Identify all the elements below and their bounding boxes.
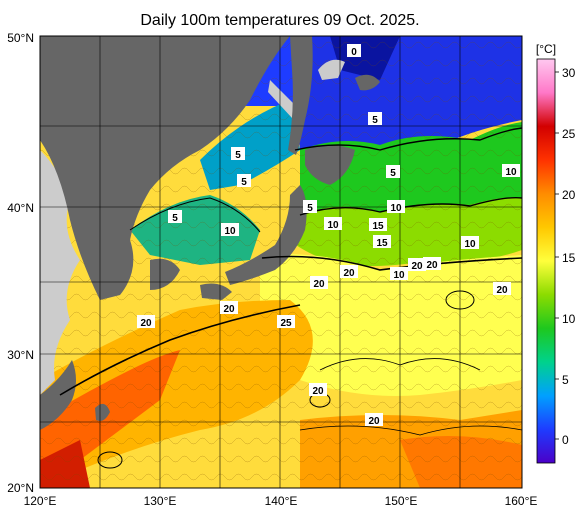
contour-label: 10 (327, 220, 339, 231)
eddy-contour-3 (97, 451, 123, 469)
contour-label: 10 (390, 203, 402, 214)
contour-label: 20 (411, 261, 423, 272)
taiwan-strait-land (40, 360, 76, 430)
lat-tick-label: 20°N (7, 481, 34, 495)
isotherm-25 (59, 304, 301, 396)
contour-label: 5 (390, 168, 396, 179)
taiwan-island-land (95, 403, 110, 421)
contour-label: 5 (172, 213, 178, 224)
colorbar-scale (536, 58, 556, 464)
contour-label: 20 (140, 318, 152, 329)
hokkaido-land (305, 145, 355, 185)
map-frame (39, 35, 523, 489)
map-area (40, 36, 522, 488)
isotherm-20 (261, 255, 522, 271)
contour-label: 10 (224, 226, 236, 237)
contour-label: 10 (505, 167, 517, 178)
contour-label: 20 (426, 260, 438, 271)
china-coast-land (40, 150, 80, 395)
lon-tick-label: 140°E (265, 494, 298, 508)
asia-mainland-land (40, 36, 290, 300)
colorbar: [°C] 0 5 10 15 20 25 30 (536, 42, 576, 464)
lon-tick-label: 130°E (144, 494, 177, 508)
colorbar-tick-label: 15 (562, 251, 576, 265)
contour-label: 10 (393, 270, 405, 281)
isotherm-5 (294, 127, 522, 151)
contour-label: 20 (368, 416, 380, 427)
contour-label: 20 (312, 386, 324, 397)
colorbar-unit: [°C] (536, 42, 556, 56)
contour-label: 20 (343, 268, 355, 279)
contour-label: 5 (307, 203, 313, 214)
lon-tick-label: 120°E (24, 494, 57, 508)
colorbar-tick-label: 25 (562, 127, 576, 141)
contour-label: 5 (235, 150, 241, 161)
lat-tick-label: 30°N (7, 348, 34, 362)
contour-labels: 0 5 5 5 5 5 10 5 10 10 15 10 15 10 10 20… (137, 44, 520, 427)
isotherm-10 (129, 197, 261, 233)
map-title: Daily 100m temperatures 09 Oct. 2025. (140, 12, 420, 29)
isotherm-15 (299, 196, 522, 216)
colorbar-tick-label: 20 (562, 188, 576, 202)
okhotsk-shelf-land (318, 59, 345, 80)
longitude-axis: 120°E 130°E 140°E 150°E 160°E (24, 494, 538, 508)
lon-tick-label: 150°E (385, 494, 418, 508)
colorbar-ticks (555, 71, 559, 440)
contour-label: 20 (496, 285, 508, 296)
colorbar-tick-label: 30 (562, 66, 576, 80)
contour-label: 5 (372, 115, 378, 126)
contour-label: 10 (464, 239, 476, 250)
kuril-island-land (355, 74, 380, 91)
honshu-land (225, 185, 307, 285)
colorbar-tick-label: 0 (562, 433, 569, 447)
latitude-axis: 50°N 40°N 30°N 20°N (7, 31, 34, 495)
sakhalin-land (288, 36, 313, 155)
lon-tick-label: 160°E (505, 494, 538, 508)
contour-label: 15 (376, 238, 388, 249)
sakhalin-inner-land (268, 80, 300, 118)
contour-label: 20 (313, 279, 325, 290)
colorbar-tick-label: 5 (562, 373, 569, 387)
contour-label: 25 (280, 318, 292, 329)
contour-label: 5 (241, 177, 247, 188)
contour-label: 0 (351, 47, 357, 58)
graticule (40, 36, 522, 488)
shikoku-land (200, 283, 232, 300)
lat-tick-label: 50°N (7, 31, 34, 45)
contour-label: 15 (372, 221, 384, 232)
isotherm-minor-2 (299, 425, 522, 436)
colorbar-tick-label: 10 (562, 312, 576, 326)
lat-tick-label: 40°N (7, 201, 34, 215)
contour-label: 20 (223, 304, 235, 315)
